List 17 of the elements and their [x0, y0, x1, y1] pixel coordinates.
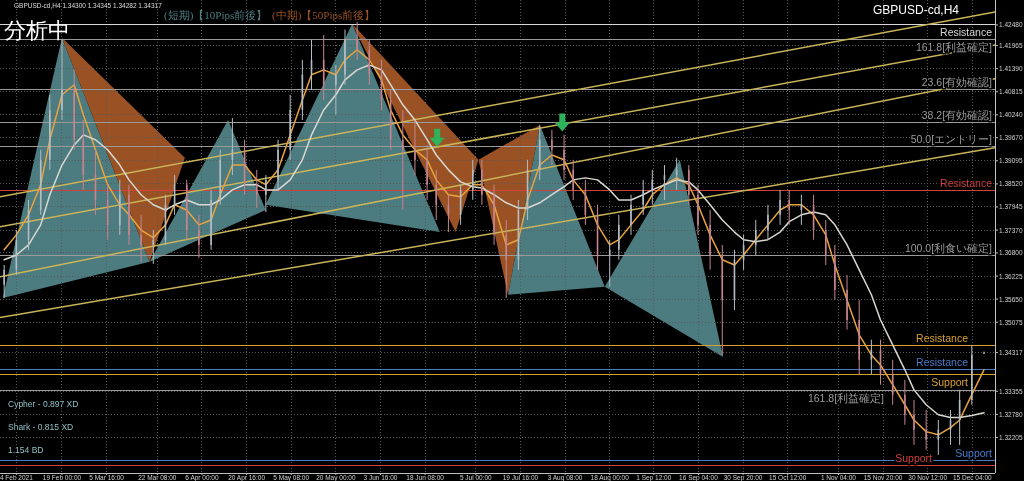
series-label: (短期)【10Pips前後】 [164, 8, 268, 21]
annotation: 1.154 BD [8, 445, 44, 455]
ref-label: 50.0[エントリー] [910, 133, 992, 145]
annotation: Cypher - 0.897 XD [8, 399, 79, 409]
ref-label: Support [955, 447, 992, 459]
ref-label: 38.2[有効確認] [921, 109, 992, 121]
title: GBPUSD-cd,H4 [872, 3, 959, 17]
ref-label: Resistance [916, 356, 968, 368]
ref-label: Resistance [916, 332, 968, 344]
ref-label: 100.0[利食い確定] [904, 242, 992, 254]
ref-label: 161.8[利益確定] [807, 391, 884, 404]
ref-label: Support [931, 375, 968, 388]
ref-label: Resistance [940, 177, 992, 189]
annotation: Shark - 0.815 XD [8, 422, 74, 432]
series-label: (中期)【50Pips前後】 [272, 8, 376, 21]
annotation: 分析中 [4, 18, 70, 43]
ref-label: Resistance [940, 25, 992, 38]
